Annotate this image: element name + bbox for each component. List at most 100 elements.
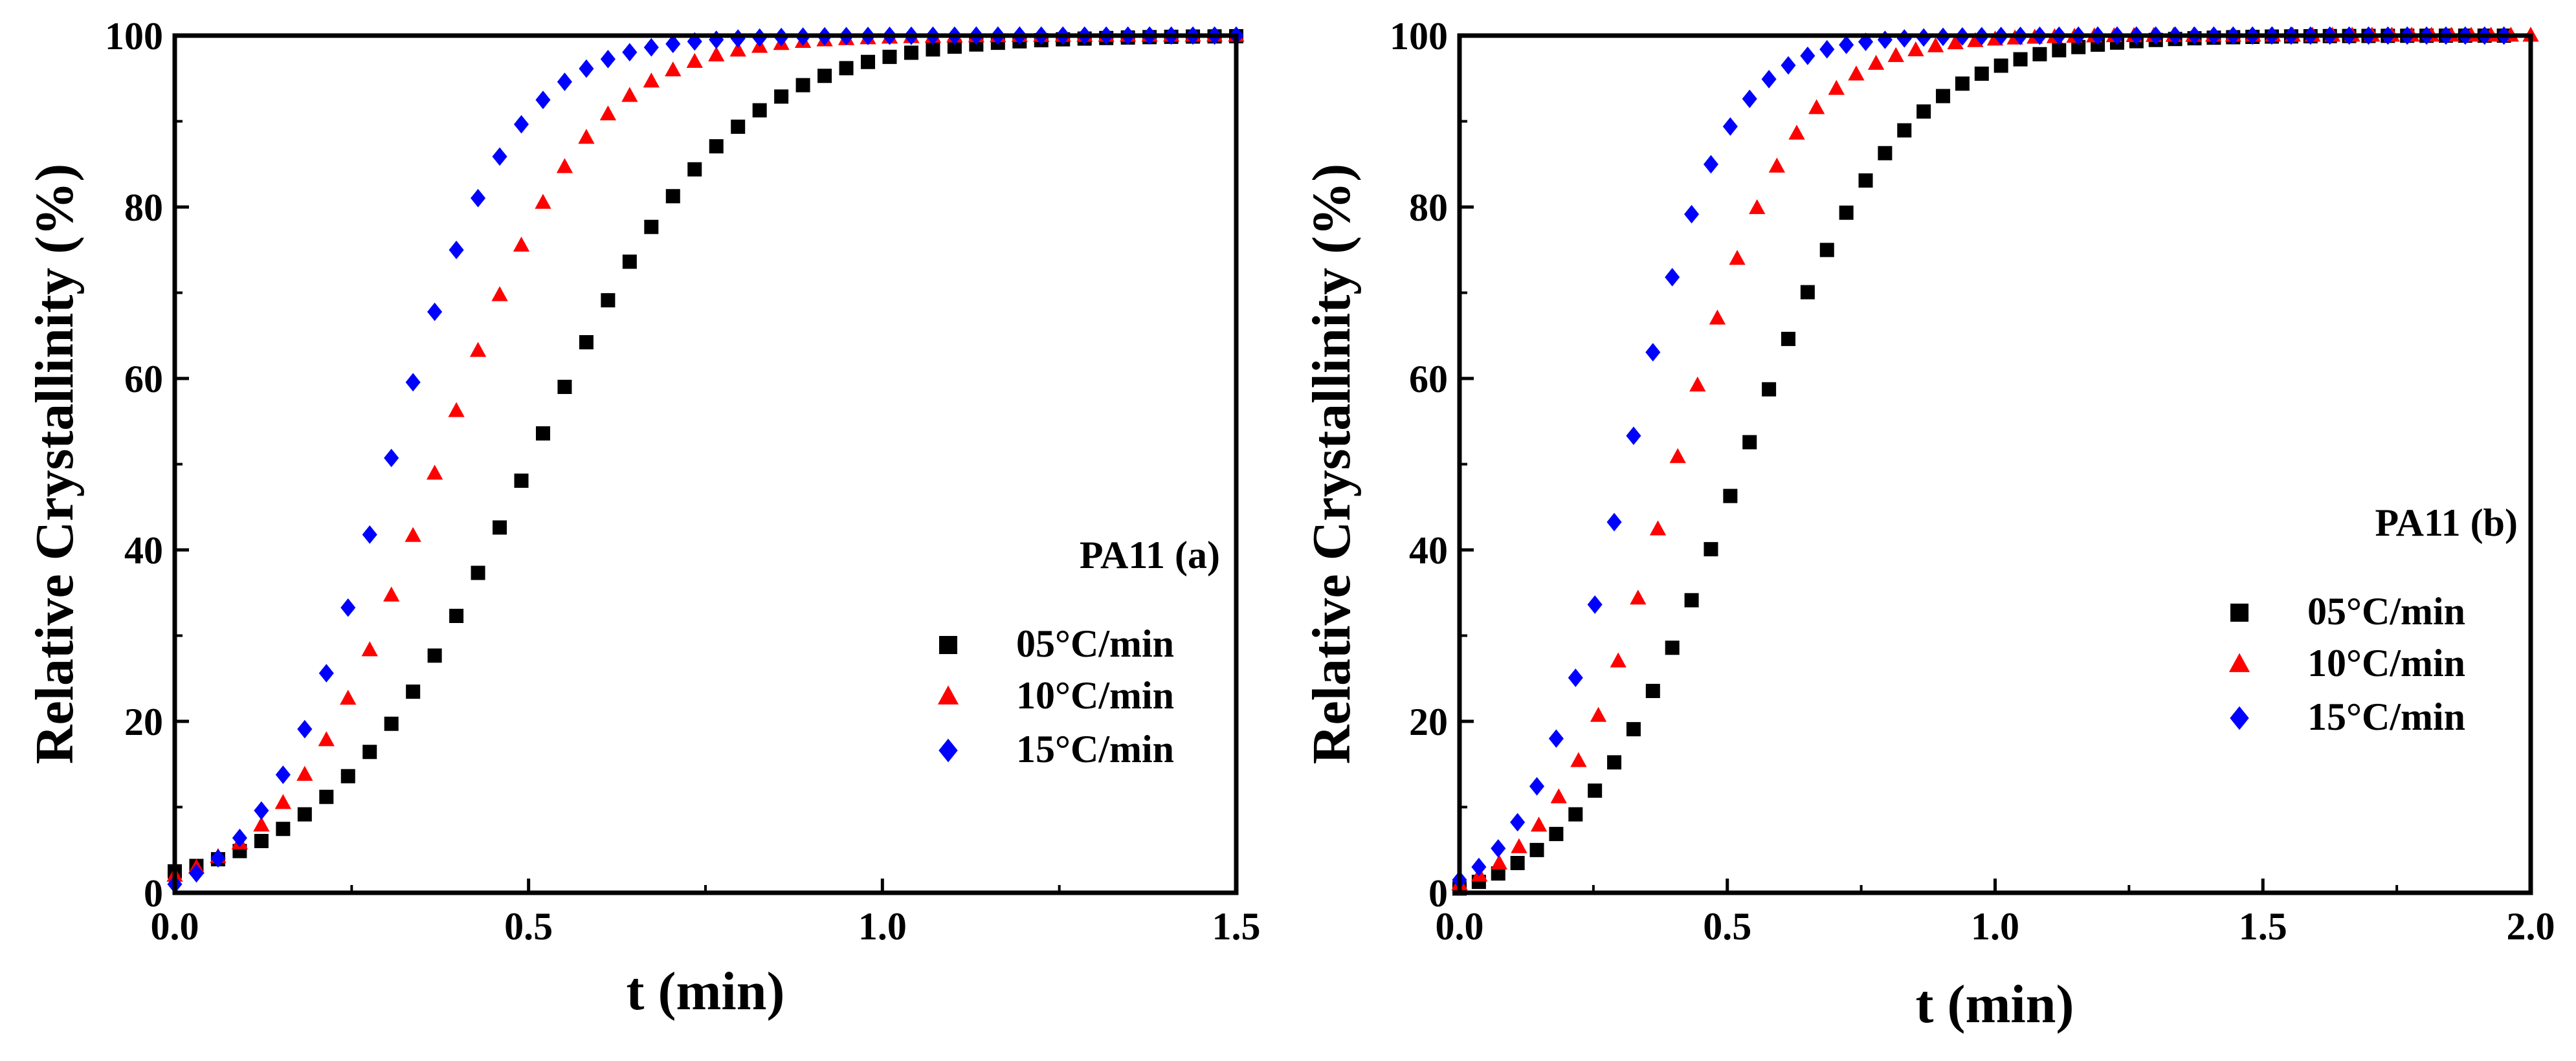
legend-marker — [937, 685, 959, 705]
data-point — [643, 72, 660, 88]
data-point — [1630, 589, 1647, 605]
data-point — [947, 39, 962, 54]
legend-label: 10°C/min — [2307, 642, 2465, 684]
data-point — [1800, 285, 1815, 300]
data-point — [513, 115, 529, 134]
data-point — [1704, 541, 1718, 556]
data-point — [1729, 250, 1746, 265]
data-point — [1669, 448, 1686, 463]
data-point — [318, 664, 334, 683]
y-tick-label: 40 — [1409, 529, 1448, 572]
data-point — [643, 38, 659, 57]
data-point — [491, 286, 508, 301]
data-point — [1570, 752, 1587, 767]
data-point — [578, 129, 595, 144]
series-1 — [1452, 28, 2511, 896]
data-point — [427, 648, 442, 663]
data-point — [1839, 205, 1854, 220]
data-point — [665, 61, 682, 77]
ticks-b: 0.0 0.5 1.0 1.5 2.0 0 20 40 60 80 100 — [1390, 15, 2555, 948]
y-tick-label: 0 — [144, 872, 163, 915]
data-point — [493, 520, 507, 535]
legend-marker — [2230, 604, 2248, 622]
data-point — [406, 684, 421, 699]
x-tick-label: 0.0 — [151, 905, 199, 948]
data-point — [1491, 866, 1505, 881]
data-point — [644, 219, 659, 234]
data-point — [1607, 755, 1622, 770]
ticks-a: 0.0 0.5 1.0 1.5 0 20 40 60 80 100 — [105, 15, 1261, 948]
data-point — [254, 801, 269, 820]
data-point — [621, 87, 638, 102]
data-point — [1848, 65, 1865, 81]
data-point — [1511, 838, 1527, 853]
x-axis-title-b: t (min) — [1916, 974, 2074, 1034]
data-point — [1610, 652, 1627, 668]
data-point — [1788, 124, 1805, 140]
data-point — [535, 91, 551, 109]
data-point — [1684, 204, 1700, 224]
data-point — [622, 254, 637, 269]
data-point — [1606, 512, 1622, 532]
data-point — [882, 49, 897, 64]
data-point — [2071, 39, 2086, 54]
data-point — [1867, 54, 1885, 70]
data-point — [579, 59, 594, 78]
data-point — [599, 105, 617, 121]
x-tick-label: 0.0 — [1436, 905, 1484, 948]
y-tick-label: 20 — [124, 701, 163, 743]
data-point — [1471, 857, 1487, 877]
data-point — [601, 293, 616, 308]
data-point — [362, 745, 377, 760]
data-point — [361, 641, 378, 657]
y-tick-label: 100 — [105, 15, 163, 58]
data-point — [2052, 43, 2067, 58]
y-tick-label: 100 — [1390, 15, 1448, 58]
data-point — [297, 807, 312, 822]
data-point — [665, 34, 681, 54]
legend-label: 15°C/min — [1016, 728, 1174, 771]
data-point — [926, 42, 940, 57]
data-point — [795, 78, 810, 93]
legend-title: PA11 (b) — [2375, 501, 2518, 544]
data-point — [340, 769, 355, 783]
y-axis-title-b: Relative Crystallinity (%) — [1302, 164, 1362, 764]
data-point — [254, 834, 269, 849]
data-point — [686, 52, 703, 68]
data-point — [405, 527, 421, 542]
data-point — [427, 302, 443, 322]
data-point — [297, 719, 313, 739]
data-point — [557, 72, 572, 91]
data-point — [535, 426, 550, 441]
x-tick-label: 1.0 — [858, 905, 907, 948]
data-point — [774, 89, 789, 104]
data-point — [1510, 813, 1526, 832]
x-tick-label: 2.0 — [2507, 905, 2555, 948]
data-point — [861, 54, 876, 69]
data-point — [383, 586, 400, 602]
data-point — [1742, 89, 1757, 109]
data-point — [1800, 46, 1815, 65]
data-point — [904, 45, 918, 60]
data-point — [1649, 520, 1667, 536]
data-point — [253, 816, 270, 832]
data-point — [817, 69, 832, 83]
data-point — [1645, 343, 1661, 362]
data-point — [1529, 777, 1545, 796]
data-point — [1749, 199, 1766, 214]
data-point — [556, 158, 573, 173]
x-tick-label: 1.5 — [2239, 905, 2287, 948]
data-point — [1828, 80, 1845, 95]
data-point — [2032, 47, 2047, 61]
data-point — [340, 598, 356, 617]
legend-label: 10°C/min — [1016, 674, 1174, 717]
data-point — [318, 731, 335, 747]
data-point — [1722, 117, 1738, 136]
data-point — [1781, 56, 1796, 75]
series-layer-b — [1451, 26, 2539, 896]
data-point — [362, 525, 377, 544]
legend-title: PA11 (a) — [1080, 534, 1220, 576]
data-point — [471, 188, 486, 208]
y-tick-label: 80 — [1409, 186, 1448, 229]
